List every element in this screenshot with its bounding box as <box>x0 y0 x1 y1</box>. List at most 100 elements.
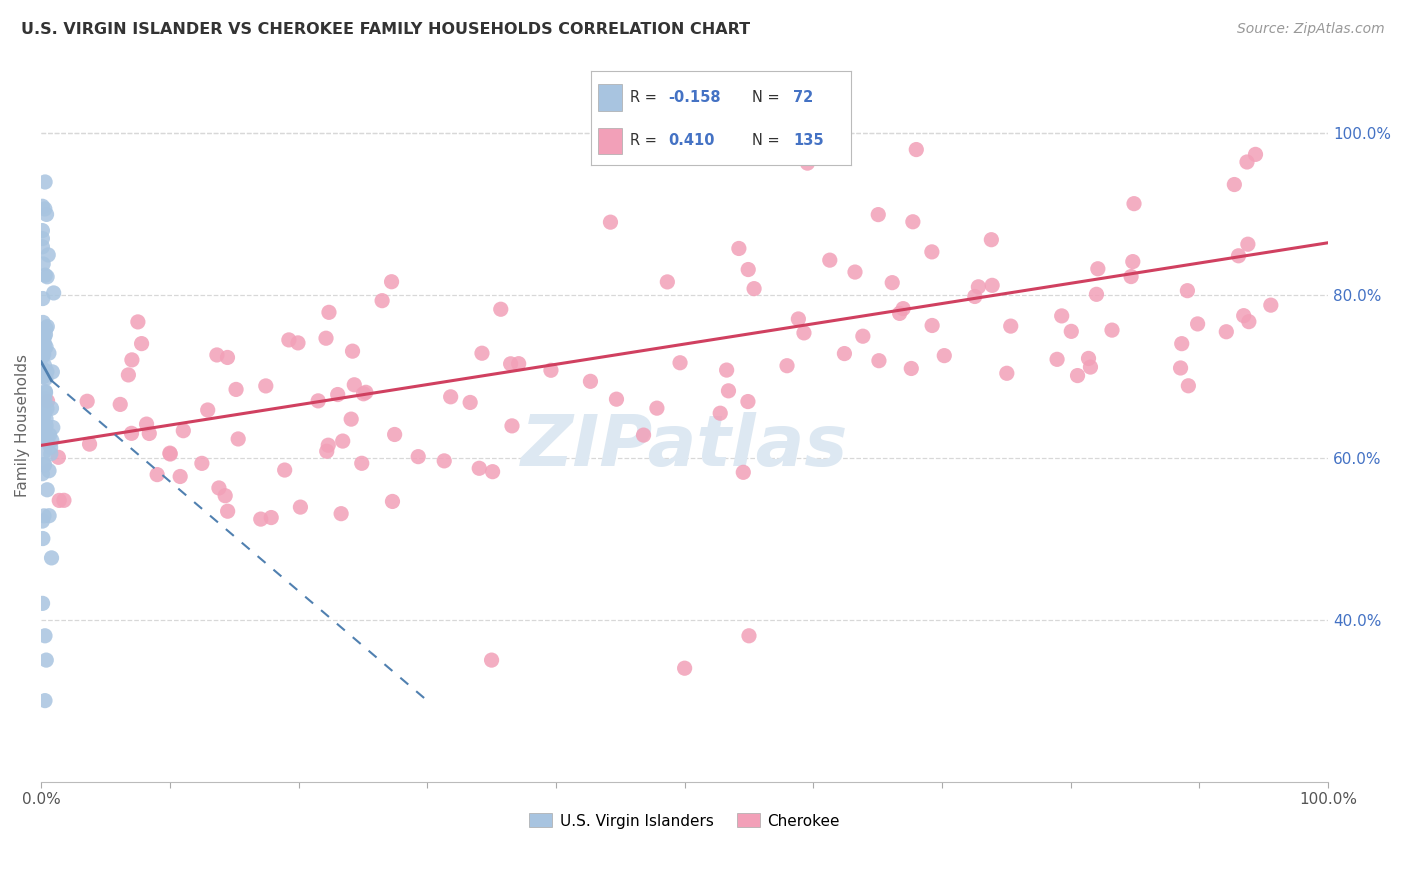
Y-axis label: Family Households: Family Households <box>15 353 30 497</box>
Point <box>1177 284 1199 298</box>
Point <box>191 456 214 470</box>
Text: R =: R = <box>630 133 661 148</box>
Point <box>34 385 56 400</box>
Point <box>34 392 56 406</box>
Point <box>967 280 990 294</box>
Text: N =: N = <box>752 133 785 148</box>
Point <box>217 351 239 365</box>
Point <box>37 319 59 334</box>
Point <box>31 326 53 340</box>
Point <box>35 321 58 335</box>
Point <box>315 331 337 345</box>
Point <box>499 357 522 371</box>
Point <box>34 202 56 216</box>
Point <box>669 356 692 370</box>
Point <box>31 199 53 213</box>
Point <box>340 412 363 426</box>
Point <box>214 489 236 503</box>
Point <box>38 508 60 523</box>
Point <box>921 318 943 333</box>
Point <box>41 434 63 448</box>
Point <box>1227 249 1250 263</box>
Point <box>31 514 53 528</box>
Point <box>32 508 55 523</box>
Text: Source: ZipAtlas.com: Source: ZipAtlas.com <box>1237 22 1385 37</box>
Point <box>742 282 765 296</box>
Point <box>980 233 1002 247</box>
Point <box>32 432 55 446</box>
Point <box>169 469 191 483</box>
Point <box>31 350 53 364</box>
Point <box>318 305 340 319</box>
Point <box>481 653 503 667</box>
Point <box>32 421 55 435</box>
Point <box>900 361 922 376</box>
Text: 72: 72 <box>793 90 814 105</box>
Point <box>38 428 60 442</box>
Point <box>315 444 337 458</box>
Point <box>131 336 153 351</box>
Point <box>32 406 55 420</box>
Point <box>384 427 406 442</box>
Point <box>1085 287 1108 301</box>
Point <box>208 481 231 495</box>
Point <box>34 444 56 458</box>
Point <box>32 369 55 384</box>
Point <box>889 306 911 320</box>
Point <box>32 329 55 343</box>
Text: R =: R = <box>630 90 661 105</box>
Point <box>31 224 53 238</box>
Point <box>633 428 655 442</box>
Text: 0.410: 0.410 <box>669 133 716 148</box>
Point <box>332 434 354 448</box>
Point <box>35 653 58 667</box>
Point <box>32 395 55 409</box>
Point <box>963 289 986 303</box>
Point <box>254 379 277 393</box>
Point <box>32 395 55 409</box>
Point <box>354 385 377 400</box>
Point <box>34 175 56 189</box>
Point <box>34 327 56 342</box>
Point <box>737 262 759 277</box>
Point <box>172 424 194 438</box>
Point <box>868 208 890 222</box>
Point <box>1170 336 1192 351</box>
Point <box>205 348 228 362</box>
Point <box>844 265 866 279</box>
Point <box>32 257 55 271</box>
Point <box>42 420 65 434</box>
Point <box>1177 378 1199 392</box>
Point <box>733 465 755 479</box>
Point <box>127 315 149 329</box>
Point <box>38 346 60 360</box>
Point <box>32 425 55 440</box>
Point <box>32 409 55 424</box>
Point <box>138 426 160 441</box>
Point <box>32 333 55 347</box>
Point <box>406 450 429 464</box>
Point <box>471 346 494 360</box>
Point <box>159 446 181 460</box>
Point <box>34 359 56 373</box>
Point <box>32 458 55 472</box>
Point <box>353 386 375 401</box>
Point <box>316 438 339 452</box>
Point <box>37 394 59 409</box>
Point <box>41 550 63 565</box>
Point <box>381 494 404 508</box>
Point <box>1215 325 1237 339</box>
Point <box>645 401 668 416</box>
Point <box>52 493 75 508</box>
Point <box>307 393 329 408</box>
Point <box>717 384 740 398</box>
Point <box>32 347 55 361</box>
Point <box>1087 261 1109 276</box>
Point <box>1050 309 1073 323</box>
Point <box>34 268 56 282</box>
Point <box>787 312 810 326</box>
Point <box>117 368 139 382</box>
Point <box>709 406 731 420</box>
Point <box>1077 351 1099 366</box>
Point <box>31 231 53 245</box>
